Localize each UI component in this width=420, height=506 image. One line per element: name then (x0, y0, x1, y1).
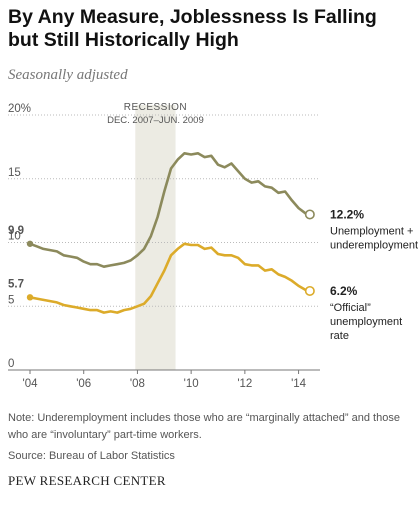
series-line (29, 242, 311, 314)
x-tick-label: '10 (184, 378, 199, 390)
series-end-marker (304, 209, 315, 220)
chart-source: Source: Bureau of Labor Statistics (8, 450, 175, 462)
series-name-label: Unemployment + (330, 225, 413, 237)
series-name-label: rate (330, 330, 349, 342)
y-tick-label: 5 (8, 294, 14, 306)
x-tick-label: '08 (130, 378, 145, 390)
brand-logo: PEW RESEARCH CENTER (8, 473, 166, 488)
x-tick-label: '06 (76, 378, 91, 390)
chart-subtitle: Seasonally adjusted (8, 67, 128, 83)
y-tick-label: 15 (8, 167, 21, 179)
series-end-value-label: 12.2% (330, 207, 364, 221)
x-tick-label: '12 (237, 378, 252, 390)
x-tick-label: '14 (291, 378, 307, 390)
line-chart: RECESSION DEC. 2007–JUN. 2009 0 5 10 15 20% '04… (8, 102, 418, 390)
recession-dates-label: DEC. 2007–JUN. 2009 (107, 115, 204, 126)
y-tick-label: 20% (8, 103, 31, 115)
chart-note: Note: Underemployment includes those who… (8, 412, 400, 441)
y-tick-label: 0 (8, 358, 14, 370)
series-start-dot (26, 294, 34, 301)
series-name-label: underemployment (330, 239, 418, 251)
recession-label: RECESSION (124, 102, 187, 113)
series-start-label: 9.9 (8, 225, 24, 237)
series-line (29, 152, 311, 268)
series-start-label: 5.7 (8, 278, 24, 290)
series-name-label: unemployment (330, 316, 402, 328)
series-name-label: “Official” (330, 302, 371, 314)
series-end-marker (304, 285, 315, 296)
series-end-value-label: 6.2% (330, 284, 358, 298)
series-start-dot (26, 240, 34, 247)
chart-title: By Any Measure, Joblessness Is Falling b… (8, 6, 377, 51)
recession-band (135, 105, 176, 370)
x-tick-label: '04 (23, 378, 39, 390)
y-tick-label: 10 (8, 231, 21, 243)
